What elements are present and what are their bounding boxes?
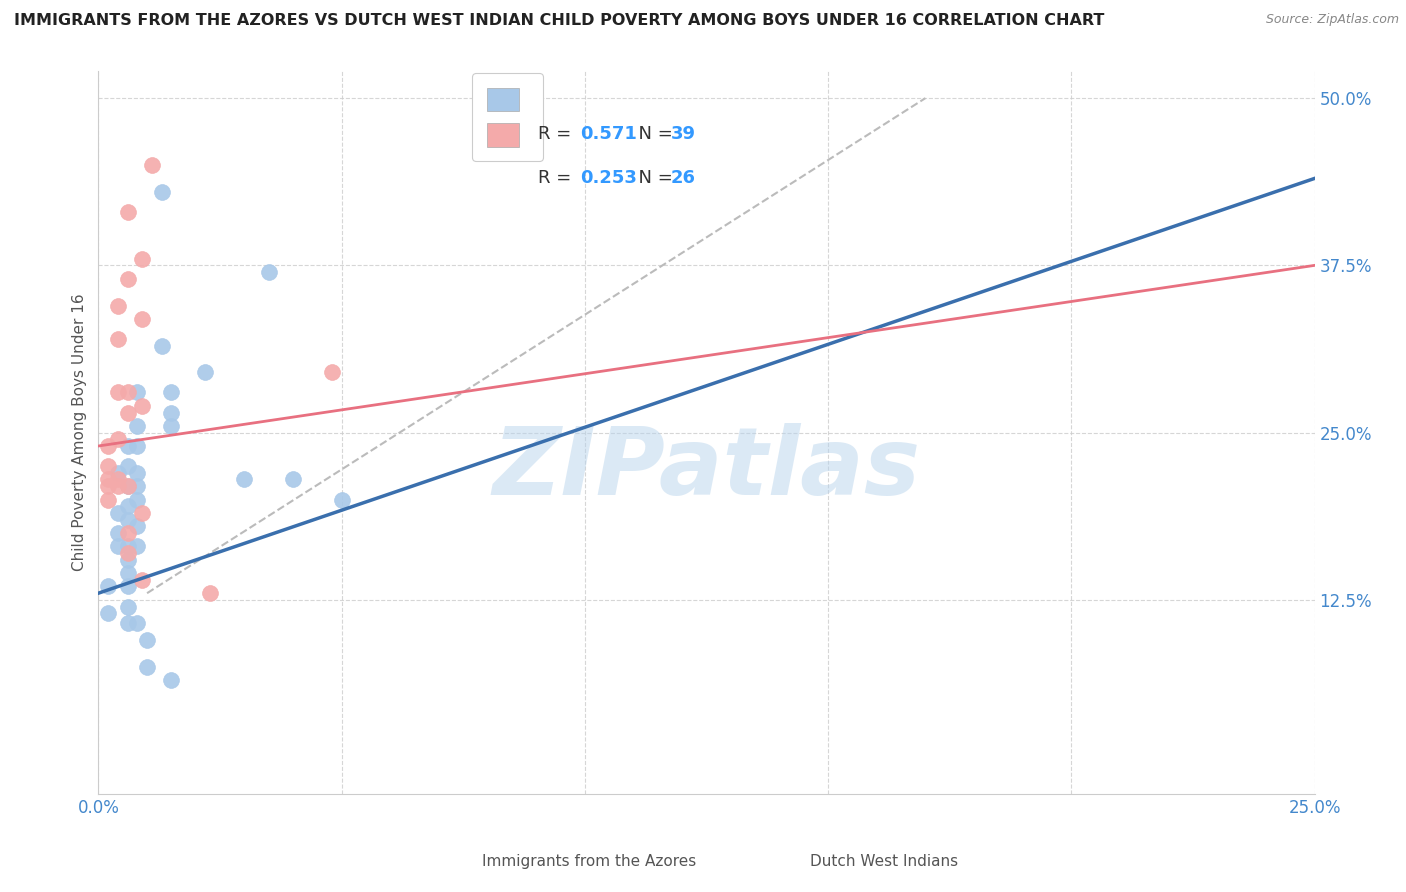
Point bbox=[117, 271, 139, 285]
FancyBboxPatch shape bbox=[415, 850, 464, 871]
Point bbox=[117, 205, 139, 219]
Point bbox=[107, 479, 129, 493]
Point bbox=[150, 185, 173, 199]
Text: N =: N = bbox=[627, 169, 679, 186]
Point bbox=[107, 433, 129, 447]
Point bbox=[117, 580, 139, 594]
Point bbox=[127, 492, 149, 507]
Point bbox=[127, 466, 149, 480]
Point bbox=[131, 312, 153, 326]
Point bbox=[97, 459, 120, 474]
Legend: , : , bbox=[472, 73, 543, 161]
Point bbox=[117, 459, 139, 474]
Text: IMMIGRANTS FROM THE AZORES VS DUTCH WEST INDIAN CHILD POVERTY AMONG BOYS UNDER 1: IMMIGRANTS FROM THE AZORES VS DUTCH WEST… bbox=[14, 13, 1105, 29]
Point bbox=[107, 473, 129, 487]
Text: 0.571: 0.571 bbox=[581, 125, 637, 143]
Point bbox=[107, 332, 129, 346]
Point bbox=[127, 479, 149, 493]
Point bbox=[117, 479, 139, 493]
Point bbox=[97, 473, 120, 487]
Point bbox=[257, 265, 280, 279]
Point bbox=[97, 439, 120, 453]
Point bbox=[127, 385, 149, 400]
Point bbox=[97, 580, 120, 594]
Point bbox=[160, 673, 183, 687]
Point bbox=[117, 385, 139, 400]
Point bbox=[194, 366, 217, 380]
Point bbox=[131, 573, 153, 587]
Text: R =: R = bbox=[538, 125, 578, 143]
Point bbox=[117, 500, 139, 514]
Point bbox=[281, 473, 304, 487]
Point bbox=[97, 492, 120, 507]
Point bbox=[117, 526, 139, 541]
Point bbox=[127, 519, 149, 533]
Point bbox=[117, 512, 139, 526]
Point bbox=[330, 492, 353, 507]
Point bbox=[117, 479, 139, 493]
Point bbox=[136, 660, 159, 674]
Point bbox=[127, 419, 149, 434]
Point bbox=[107, 539, 129, 553]
Point bbox=[131, 252, 153, 266]
Text: N =: N = bbox=[627, 125, 679, 143]
Point bbox=[200, 586, 222, 600]
Point bbox=[127, 439, 149, 453]
Point bbox=[117, 405, 139, 420]
Point bbox=[117, 539, 139, 553]
Point bbox=[107, 298, 129, 313]
Point bbox=[117, 615, 139, 630]
Point bbox=[127, 539, 149, 553]
Point bbox=[233, 473, 256, 487]
Point bbox=[136, 633, 159, 648]
Point bbox=[127, 615, 149, 630]
Text: 0.253: 0.253 bbox=[581, 169, 637, 186]
Point bbox=[117, 439, 139, 453]
Text: Dutch West Indians: Dutch West Indians bbox=[810, 854, 957, 869]
Point bbox=[160, 405, 183, 420]
Point bbox=[117, 599, 139, 614]
Text: 39: 39 bbox=[671, 125, 696, 143]
Text: Source: ZipAtlas.com: Source: ZipAtlas.com bbox=[1265, 13, 1399, 27]
Point bbox=[107, 526, 129, 541]
Text: 26: 26 bbox=[671, 169, 696, 186]
Point bbox=[150, 339, 173, 353]
Point bbox=[160, 385, 183, 400]
Y-axis label: Child Poverty Among Boys Under 16: Child Poverty Among Boys Under 16 bbox=[72, 293, 87, 572]
Text: ZIPatlas: ZIPatlas bbox=[492, 423, 921, 515]
Point bbox=[131, 506, 153, 520]
Point bbox=[117, 552, 139, 567]
Point bbox=[141, 158, 163, 172]
Text: Immigrants from the Azores: Immigrants from the Azores bbox=[481, 854, 696, 869]
Text: R =: R = bbox=[538, 169, 578, 186]
Point bbox=[117, 546, 139, 560]
Point bbox=[117, 566, 139, 581]
Point bbox=[160, 419, 183, 434]
Point bbox=[97, 607, 120, 621]
Point bbox=[321, 366, 343, 380]
FancyBboxPatch shape bbox=[742, 850, 792, 871]
Point bbox=[107, 506, 129, 520]
Point bbox=[97, 479, 120, 493]
Point bbox=[107, 466, 129, 480]
Point bbox=[107, 385, 129, 400]
Point bbox=[131, 399, 153, 413]
